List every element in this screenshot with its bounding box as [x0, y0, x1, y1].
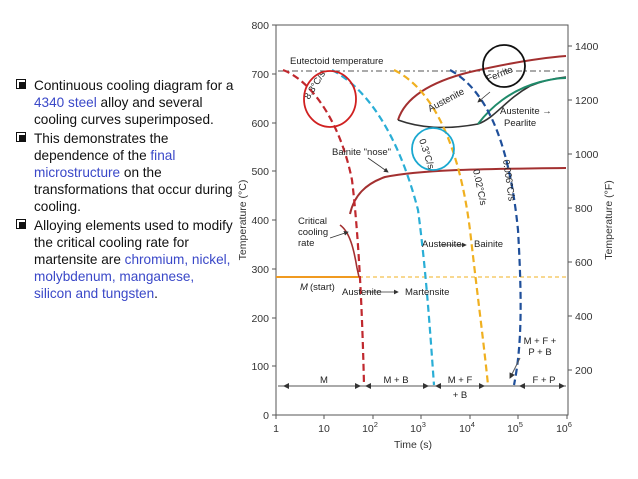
y-axis-left-title: Temperature (°C) [237, 180, 249, 261]
svg-text:103: 103 [410, 420, 426, 435]
cooling-curve-0-02 [393, 69, 490, 386]
right-ticks [568, 45, 572, 371]
cooling-label: cooling [298, 227, 328, 238]
y-tick-label: 1200 [575, 95, 599, 107]
y-tick-label: 400 [251, 215, 269, 227]
y-tick-label: 0 [263, 410, 269, 422]
y-tick-label: 800 [575, 203, 593, 215]
y-tick-label: 200 [251, 313, 269, 325]
mstart-m-label: M [300, 282, 308, 293]
ferrite-start-curve [397, 55, 567, 121]
pearlite-label: Pearlite [504, 118, 536, 129]
pearlite-finish-curve [477, 77, 567, 125]
critical-rate-curve [339, 224, 360, 278]
region-mf-label: M + F [448, 375, 473, 386]
x-tick-label: 10 [410, 423, 422, 435]
rate-label: rate [298, 238, 314, 249]
x-tick-exponent: 6 [568, 420, 572, 429]
region-fp-label: F + P [533, 375, 556, 386]
mfpb-label-1: M + F + [524, 336, 557, 347]
y-tick-label: 600 [251, 118, 269, 130]
y-tick-label: 200 [575, 365, 593, 377]
bullet-highlight: chromium, nickel, molybdenum, manganese,… [34, 252, 231, 302]
phase-labels: Bainite "nose" Critical cooling rate Aus… [298, 106, 552, 298]
bullet-text: . [154, 286, 158, 302]
highlight-circle-cyan [411, 127, 455, 171]
x-tick-labels: 1 10 102 103 104 105 106 [273, 420, 572, 435]
y-tick-label: 500 [251, 166, 269, 178]
austenite-martensite-label: Austenite [342, 287, 382, 298]
bullet-square-icon [16, 131, 26, 142]
svg-text:104: 104 [459, 420, 475, 435]
martensite-label: Martensite [405, 287, 449, 298]
x-tick-label: 1 [273, 423, 279, 435]
bullet-square-icon [16, 218, 26, 229]
y-tick-label: 1400 [575, 41, 599, 53]
x-tick-exponent: 3 [422, 420, 426, 429]
left-ticks [272, 24, 276, 416]
highlight-circle-black [482, 44, 526, 88]
svg-text:106: 106 [556, 420, 572, 435]
mstart-label: (start) [310, 282, 335, 293]
region-labels: M M + B M + F + B F + P M + F + P + B [320, 336, 557, 401]
bullet-text: Alloying elements used to modify the cri… [34, 217, 233, 268]
austenite-pearlite-label: Austenite → [500, 106, 552, 117]
bullet-highlight: 4340 steel [34, 95, 97, 111]
x-tick-label: 10 [459, 423, 471, 435]
svg-text:105: 105 [507, 420, 523, 435]
x-tick-label: 10 [507, 423, 519, 435]
bullet-highlight: final microstructure [34, 147, 176, 181]
cooling-curve-0-006 [449, 69, 522, 386]
y-tick-label: 100 [251, 361, 269, 373]
bullet-square-icon [16, 79, 26, 89]
austenite-bainite-label: Austenite [422, 239, 462, 250]
x-axis-title: Time (s) [394, 439, 432, 451]
cooling-curve-8-3 [282, 68, 366, 386]
bullet-item: This demonstrates the dependence of the … [14, 130, 234, 216]
svg-text:102: 102 [362, 420, 378, 435]
rate-label-0-006: 0.006°C/s [500, 159, 517, 202]
bainite-nose-label: Bainite "nose" [332, 147, 391, 158]
x-tick-exponent: 2 [374, 420, 378, 429]
bainite-label: Bainite [474, 239, 503, 250]
x-ticks [275, 415, 568, 419]
bullet-item: Alloying elements used to modify the cri… [14, 217, 234, 303]
bullet-text: alloy and several cooling curves superim… [34, 95, 214, 128]
y-tick-label: 400 [575, 311, 593, 323]
y-tick-label: 300 [251, 264, 269, 276]
region-m-label: M [320, 375, 328, 386]
x-tick-exponent: 4 [471, 420, 475, 429]
critical-label: Critical [298, 216, 327, 227]
austenite-top-label: Austenite [426, 86, 466, 114]
x-tick-label: 10 [362, 423, 374, 435]
x-tick-exponent: 5 [519, 420, 523, 429]
bullet-text: on the transformations that occur during… [34, 165, 233, 215]
y-axis-right-title: Temperature (°F) [603, 180, 615, 259]
cooling-curve-0-3 [331, 69, 436, 386]
x-tick-label: 10 [556, 423, 568, 435]
y-tick-label: 700 [251, 69, 269, 81]
bullet-item: Continuous cooling diagram for a 4340 st… [14, 77, 234, 129]
rate-label-0-02: 0.02°C/s [470, 168, 488, 206]
y-tick-label: 1000 [575, 149, 599, 161]
bullet-text: Continuous cooling diagram for a [34, 78, 234, 93]
region-mb-label: M + B [383, 375, 408, 386]
y-tick-label: 800 [251, 20, 269, 32]
bullet-list: Continuous cooling diagram for a 4340 st… [14, 77, 234, 304]
y-tick-labels-f: 1400 1200 1000 800 600 400 200 [575, 41, 599, 377]
region-b-label: + B [453, 390, 468, 401]
highlight-circle-red [303, 70, 357, 128]
eutectoid-label: Eutectoid temperature [290, 56, 383, 67]
bullet-text: This demonstrates the dependence of the [34, 130, 169, 163]
y-tick-label: 600 [575, 257, 593, 269]
x-tick-label: 10 [318, 423, 330, 435]
y-tick-labels-c: 800 700 600 500 400 300 200 100 0 [251, 20, 269, 422]
mfpb-label-2: P + B [528, 347, 551, 358]
bainite-curve [349, 167, 567, 215]
